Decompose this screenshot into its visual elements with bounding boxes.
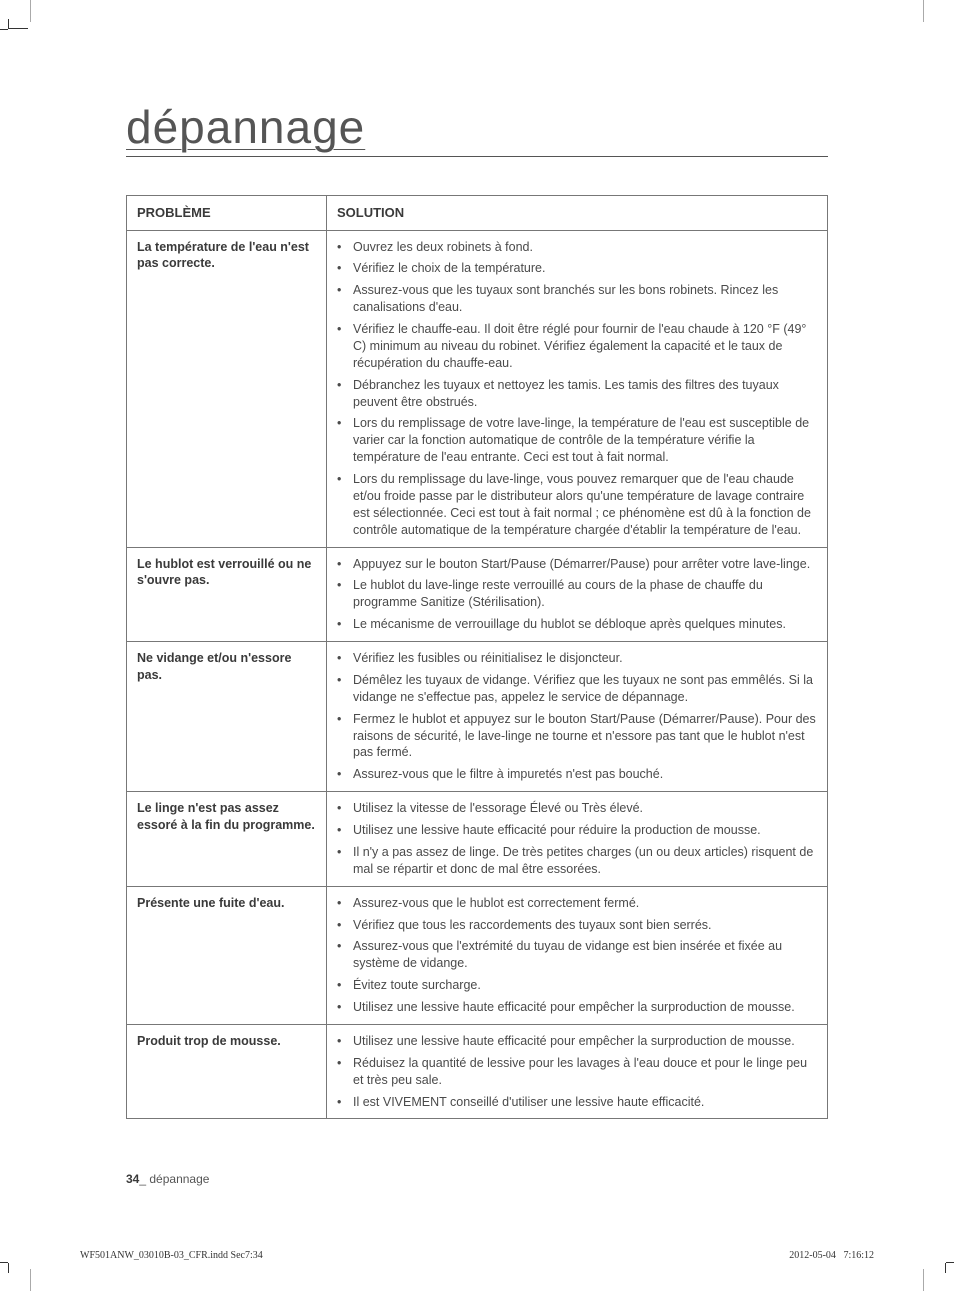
print-file: WF501ANW_03010B-03_CFR.indd Sec7:34 [80,1250,263,1261]
table-row: Le hublot est verrouillé ou ne s'ouvre p… [127,547,828,642]
solution-list: Appuyez sur le bouton Start/Pause (Démar… [337,556,817,634]
problem-cell: Le hublot est verrouillé ou ne s'ouvre p… [127,547,327,642]
solution-list: Ouvrez les deux robinets à fond. Vérifiez… [337,239,817,539]
problem-cell: Ne vidange et/ou n'essore pas. [127,642,327,792]
solution-cell: Appuyez sur le bouton Start/Pause (Démar… [327,547,828,642]
problem-cell: Produit trop de mousse. [127,1024,327,1119]
solution-item: Vérifiez les fusibles ou réinitialisez l… [337,650,817,667]
solution-item: Démêlez les tuyaux de vidange. Vérifiez … [337,672,817,706]
solution-item: Assurez-vous que le hublot est correctem… [337,895,817,912]
solution-item: Vérifiez le chauffe-eau. Il doit être ré… [337,321,817,372]
solution-item: Utilisez une lessive haute efficacité po… [337,999,817,1016]
document-page: dépannage PROBLÈME SOLUTION La températu… [0,0,954,1119]
solution-item: Utilisez une lessive haute efficacité po… [337,1033,817,1050]
solution-item: Le hublot du lave-linge reste verrouillé… [337,577,817,611]
table-row: Le linge n'est pas assez essoré à la fin… [127,792,828,887]
problem-cell: Présente une fuite d'eau. [127,886,327,1024]
solution-item: Il n'y a pas assez de linge. De très pet… [337,844,817,878]
solution-cell: Vérifiez les fusibles ou réinitialisez l… [327,642,828,792]
solution-cell: Ouvrez les deux robinets à fond. Vérifiez… [327,230,828,547]
solution-list: Utilisez une lessive haute efficacité po… [337,1033,817,1111]
solution-item: Utilisez la vitesse de l'essorage Élevé … [337,800,817,817]
page-title: dépannage [126,100,828,157]
solution-item: Réduisez la quantité de lessive pour les… [337,1055,817,1089]
solution-cell: Assurez-vous que le hublot est correctem… [327,886,828,1024]
solution-item: Assurez-vous que l'extrémité du tuyau de… [337,938,817,972]
table-row: La température de l'eau n'est pas correc… [127,230,828,547]
solution-item: Il est VIVEMENT conseillé d'utiliser une… [337,1094,817,1111]
problem-cell: La température de l'eau n'est pas correc… [127,230,327,547]
footer-section: dépannage [146,1172,209,1186]
solution-item: Utilisez une lessive haute efficacité po… [337,822,817,839]
solution-cell: Utilisez une lessive haute efficacité po… [327,1024,828,1119]
table-row: Produit trop de mousse. Utilisez une less… [127,1024,828,1119]
solution-item: Assurez-vous que les tuyaux sont branché… [337,282,817,316]
table-row: Présente une fuite d'eau. Assurez-vous qu… [127,886,828,1024]
print-date: 2012-05-04 [789,1250,836,1261]
print-time: 7:16:12 [843,1250,874,1261]
solution-list: Assurez-vous que le hublot est correctem… [337,895,817,1016]
solution-item: Lors du remplissage du lave-linge, vous … [337,471,817,539]
solution-item: Ouvrez les deux robinets à fond. [337,239,817,256]
solution-item: Le mécanisme de verrouillage du hublot s… [337,616,817,633]
table-row: Ne vidange et/ou n'essore pas. Vérifiez l… [127,642,828,792]
solution-list: Vérifiez les fusibles ou réinitialisez l… [337,650,817,783]
solution-item: Évitez toute surcharge. [337,977,817,994]
print-footer: WF501ANW_03010B-03_CFR.indd Sec7:34 2012… [80,1250,874,1261]
problem-cell: Le linge n'est pas assez essoré à la fin… [127,792,327,887]
solution-item: Fermez le hublot et appuyez sur le bouto… [337,711,817,762]
solution-item: Lors du remplissage de votre lave-linge,… [337,415,817,466]
solution-item: Assurez-vous que le filtre à impuretés n… [337,766,817,783]
solution-item: Débranchez les tuyaux et nettoyez les ta… [337,377,817,411]
col-header-problem: PROBLÈME [127,196,327,231]
solution-list: Utilisez la vitesse de l'essorage Élevé … [337,800,817,878]
page-footer: 34_ dépannage [126,1172,209,1186]
solution-item: Vérifiez que tous les raccordements des … [337,917,817,934]
troubleshooting-table: PROBLÈME SOLUTION La température de l'ea… [126,195,828,1119]
solution-item: Vérifiez le choix de la température. [337,260,817,277]
solution-cell: Utilisez la vitesse de l'essorage Élevé … [327,792,828,887]
page-number: 34 [126,1172,139,1186]
solution-item: Appuyez sur le bouton Start/Pause (Démar… [337,556,817,573]
col-header-solution: SOLUTION [327,196,828,231]
